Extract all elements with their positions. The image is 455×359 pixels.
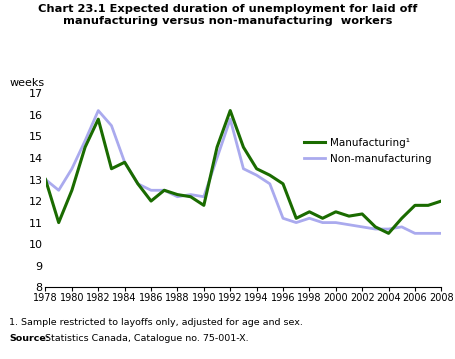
- Text: weeks: weeks: [9, 78, 44, 88]
- Legend: Manufacturing¹, Non-manufacturing: Manufacturing¹, Non-manufacturing: [300, 134, 436, 168]
- Text: Statistics Canada, Catalogue no. 75-001-X.: Statistics Canada, Catalogue no. 75-001-…: [42, 334, 248, 343]
- Text: Chart 23.1 Expected duration of unemployment for laid off
manufacturing versus n: Chart 23.1 Expected duration of unemploy…: [38, 4, 417, 26]
- Text: Source:: Source:: [9, 334, 50, 343]
- Text: 1. Sample restricted to layoffs only, adjusted for age and sex.: 1. Sample restricted to layoffs only, ad…: [9, 318, 303, 327]
